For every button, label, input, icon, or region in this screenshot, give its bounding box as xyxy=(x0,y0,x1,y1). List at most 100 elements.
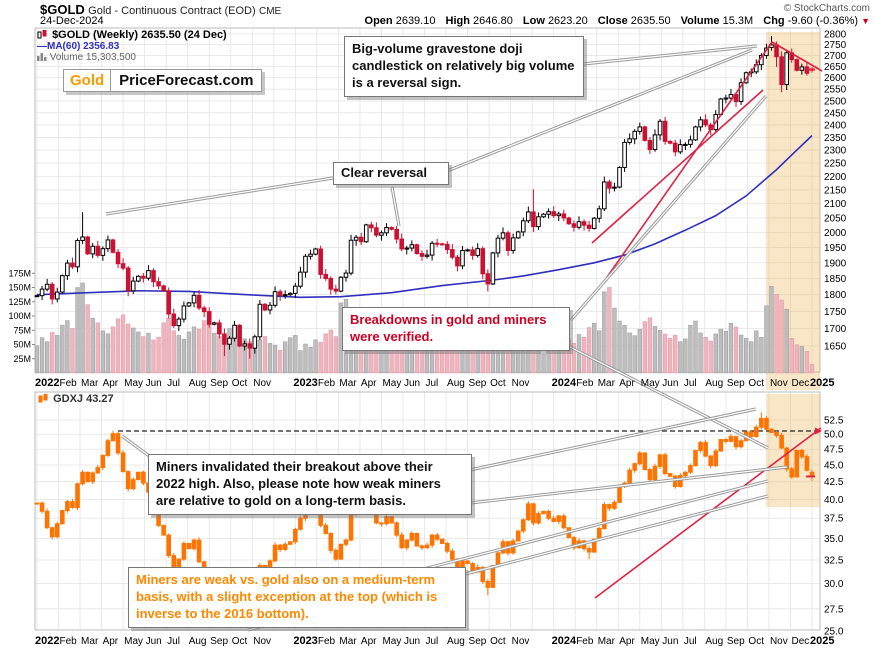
annotation-clear-reversal: Clear reversal xyxy=(333,162,449,185)
priceforecast-logo: Gold PriceForecast.com xyxy=(63,69,263,92)
svg-text:35.0: 35.0 xyxy=(824,534,844,545)
svg-text:2022: 2022 xyxy=(35,635,59,647)
svg-text:50.0: 50.0 xyxy=(824,430,844,441)
ma-legend-text: MA(60) 2356.83 xyxy=(47,41,120,52)
svg-text:30.0: 30.0 xyxy=(824,579,844,590)
svg-text:27.5: 27.5 xyxy=(824,604,844,615)
svg-text:Aug: Aug xyxy=(189,636,207,647)
svg-text:2300: 2300 xyxy=(824,146,847,157)
svg-text:2022: 2022 xyxy=(35,377,59,389)
logo-rest: PriceForecast.com xyxy=(119,72,254,89)
svg-text:45.0: 45.0 xyxy=(824,461,844,472)
svg-text:Jun: Jun xyxy=(662,636,678,647)
svg-text:25.0: 25.0 xyxy=(824,627,844,638)
svg-text:2025: 2025 xyxy=(810,635,834,647)
svg-text:Oct: Oct xyxy=(748,636,764,647)
svg-text:Mar: Mar xyxy=(339,636,357,647)
svg-text:1750: 1750 xyxy=(824,307,847,318)
svg-text:Jun: Jun xyxy=(404,378,420,389)
svg-text:Feb: Feb xyxy=(576,378,594,389)
svg-text:40.0: 40.0 xyxy=(824,495,844,506)
svg-text:Aug: Aug xyxy=(189,378,207,389)
svg-text:2250: 2250 xyxy=(824,159,847,170)
svg-text:1800: 1800 xyxy=(824,290,847,301)
svg-text:1650: 1650 xyxy=(824,342,847,353)
svg-text:Feb: Feb xyxy=(60,636,78,647)
svg-text:Jul: Jul xyxy=(167,636,180,647)
svg-text:Jul: Jul xyxy=(684,636,697,647)
svg-text:Oct: Oct xyxy=(490,378,506,389)
svg-text:2050: 2050 xyxy=(824,213,847,224)
svg-text:2500: 2500 xyxy=(824,96,847,107)
svg-text:Mar: Mar xyxy=(81,636,99,647)
svg-text:Jul: Jul xyxy=(167,378,180,389)
title-text: Gold - Continuous Contract (EOD) xyxy=(88,5,256,17)
svg-text:Feb: Feb xyxy=(318,378,336,389)
svg-text:25M: 25M xyxy=(13,354,31,364)
open-value: 2639.10 xyxy=(395,15,436,27)
svg-text:Jun: Jun xyxy=(404,636,420,647)
svg-text:2100: 2100 xyxy=(824,199,847,210)
svg-text:Mar: Mar xyxy=(598,378,616,389)
chg-label: Chg xyxy=(763,15,785,27)
svg-text:2000: 2000 xyxy=(824,228,847,239)
svg-text:Sep: Sep xyxy=(210,378,228,389)
main-legend-text: $GOLD (Weekly) 2635.50 (24 Dec) xyxy=(52,29,227,41)
close-value: 2635.50 xyxy=(630,15,671,27)
svg-text:52.5: 52.5 xyxy=(824,416,844,427)
svg-text:2800: 2800 xyxy=(824,30,847,41)
chart-date: 24-Dec-2024 xyxy=(40,15,104,27)
svg-text:May: May xyxy=(641,378,660,389)
svg-text:Oct: Oct xyxy=(490,636,506,647)
svg-text:150M: 150M xyxy=(8,283,31,293)
svg-text:Feb: Feb xyxy=(60,378,78,389)
svg-text:May: May xyxy=(124,378,143,389)
svg-text:Apr: Apr xyxy=(103,636,119,647)
svg-text:Jun: Jun xyxy=(146,378,162,389)
svg-text:175M: 175M xyxy=(8,268,31,278)
svg-text:2450: 2450 xyxy=(824,108,847,119)
svg-text:50M: 50M xyxy=(13,340,31,350)
svg-text:2023: 2023 xyxy=(293,377,317,389)
chg-value: -9.60 (-0.36%) xyxy=(787,15,859,27)
svg-text:Jul: Jul xyxy=(426,378,439,389)
annotation-miners-invalidated: Miners invalidated their breakout above … xyxy=(148,454,472,515)
svg-text:2023: 2023 xyxy=(293,635,317,647)
svg-text:2750: 2750 xyxy=(824,40,847,51)
svg-text:1950: 1950 xyxy=(824,243,847,254)
svg-text:125M: 125M xyxy=(8,297,31,307)
svg-text:Mar: Mar xyxy=(598,636,616,647)
svg-text:Dec: Dec xyxy=(791,636,809,647)
svg-text:32.5: 32.5 xyxy=(824,556,844,567)
symbol-label: $GOLD xyxy=(40,2,85,17)
svg-text:Apr: Apr xyxy=(619,636,635,647)
svg-text:Aug: Aug xyxy=(447,636,465,647)
svg-text:Feb: Feb xyxy=(318,636,336,647)
svg-text:2025: 2025 xyxy=(810,377,834,389)
svg-text:2024: 2024 xyxy=(552,635,577,647)
svg-text:Nov: Nov xyxy=(770,636,788,647)
exchange-label: CME xyxy=(259,6,282,17)
svg-text:1850: 1850 xyxy=(824,274,847,285)
svg-text:Nov: Nov xyxy=(770,378,788,389)
high-value: 2646.80 xyxy=(473,15,513,27)
svg-text:Sep: Sep xyxy=(469,636,487,647)
svg-text:47.5: 47.5 xyxy=(824,445,844,456)
volume-legend: Volume 15,303,500 xyxy=(37,52,136,63)
svg-text:Aug: Aug xyxy=(705,636,723,647)
volume-bars-icon xyxy=(37,53,47,61)
svg-text:2350: 2350 xyxy=(824,133,847,144)
svg-text:2550: 2550 xyxy=(824,85,847,96)
svg-text:Oct: Oct xyxy=(232,378,248,389)
annotation-miners-weak: Miners are weak vs. gold also on a mediu… xyxy=(128,567,466,628)
low-value: 2623.20 xyxy=(547,15,588,27)
svg-text:75M: 75M xyxy=(13,325,31,335)
annotation-doji: Big-volume gravestone doji candlestick o… xyxy=(344,36,584,97)
svg-text:2600: 2600 xyxy=(824,73,847,84)
svg-text:100M: 100M xyxy=(8,311,31,321)
svg-text:May: May xyxy=(124,636,143,647)
quote-strip: Open 2639.10 High 2646.80 Low 2623.20 Cl… xyxy=(358,15,870,27)
volume-value: 15.3M xyxy=(722,15,754,27)
svg-text:2400: 2400 xyxy=(824,120,847,131)
high-label: High xyxy=(445,15,470,27)
